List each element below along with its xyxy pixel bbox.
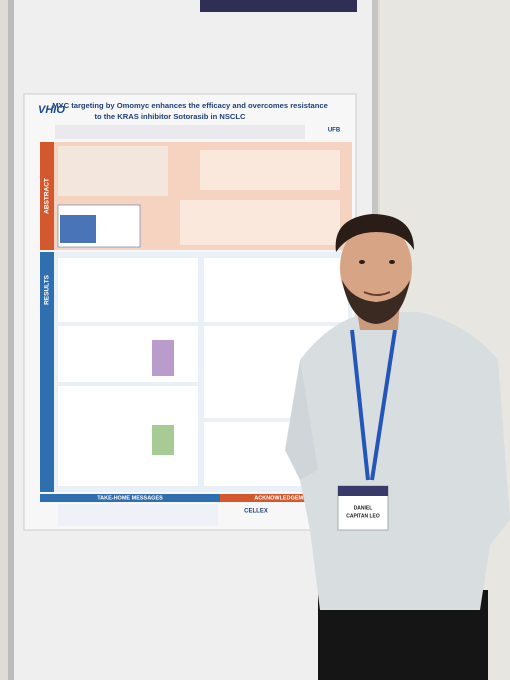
heatmap <box>152 425 174 455</box>
badge-name: CAPITAN LEO <box>346 513 380 519</box>
figure <box>200 150 340 190</box>
sponsor-logo: CELLEX <box>244 509 268 515</box>
table-figure-fill <box>60 215 96 243</box>
eye <box>389 260 395 264</box>
text-block <box>58 504 218 526</box>
section-label: ABSTRACT <box>44 178 51 214</box>
beard <box>342 280 410 324</box>
mouth <box>363 291 391 296</box>
poster-logo: VHIO <box>38 104 65 116</box>
sleeve <box>285 360 318 480</box>
abstract-tab <box>40 142 54 250</box>
poster-title: to the KRAS inhibitor Sotorasib in NSCLC <box>94 112 246 121</box>
hair <box>335 214 414 252</box>
figure <box>58 258 198 322</box>
badge-header <box>338 486 388 496</box>
eye <box>359 260 365 264</box>
board-edge <box>8 0 14 680</box>
heatmap <box>152 340 174 376</box>
poster-title: MYC targeting by Omomyc enhances the eff… <box>52 101 328 110</box>
shirt <box>298 312 510 610</box>
face <box>340 222 412 314</box>
figure <box>58 326 198 382</box>
badge-name: DANIEL <box>354 505 373 511</box>
takehome-bar <box>40 494 220 502</box>
authors-block <box>55 125 305 139</box>
results-tab <box>40 252 54 492</box>
figure <box>180 200 340 245</box>
section-label: RESULTS <box>44 274 51 305</box>
top-banner <box>200 0 357 12</box>
figure <box>204 258 348 322</box>
takehome-label: TAKE-HOME MESSAGES <box>97 495 163 501</box>
ack-bar <box>220 494 352 502</box>
affiliation: UFB <box>328 128 341 134</box>
figure <box>58 386 198 486</box>
ack-label: ACKNOWLEDGEMENTS <box>254 495 318 501</box>
lanyard <box>350 329 397 481</box>
text-block <box>58 146 168 196</box>
